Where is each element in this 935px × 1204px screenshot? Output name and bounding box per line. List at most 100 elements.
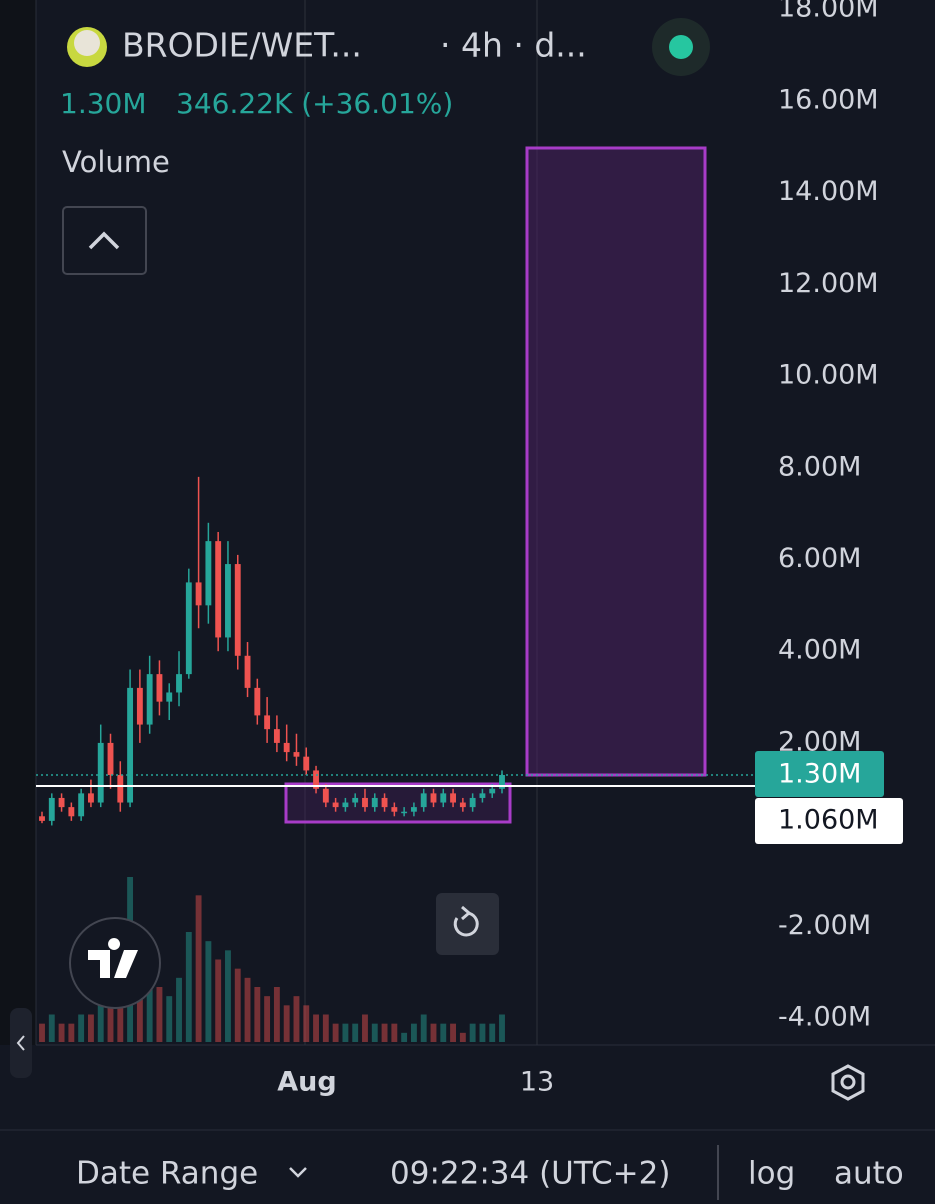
volume-bar	[156, 987, 163, 1042]
candle-body	[410, 807, 417, 812]
volume-bar	[352, 1023, 359, 1042]
interval[interactable]: · 4h · d...	[440, 26, 587, 65]
candle-body	[479, 793, 486, 798]
candle-body	[225, 564, 231, 638]
volume-bar	[371, 1023, 378, 1042]
side-toggle[interactable]	[10, 1008, 32, 1078]
candle-body	[332, 802, 339, 808]
volume-bar	[293, 996, 300, 1042]
volume-bar	[58, 1023, 65, 1042]
volume-bar	[264, 996, 271, 1042]
volume-bar	[48, 1014, 55, 1042]
volume-bar	[273, 987, 280, 1042]
chevron	[16, 1035, 25, 1051]
candle-body	[313, 770, 319, 789]
candle-body	[166, 692, 173, 702]
auto-toggle[interactable]: auto	[834, 1156, 904, 1192]
candle-body	[273, 729, 280, 743]
volume-bar	[283, 1005, 290, 1042]
volume-bar	[469, 1023, 476, 1042]
y-tick-label: 4.00M	[778, 635, 861, 666]
candle-body	[88, 793, 94, 803]
volume-bar	[39, 1023, 45, 1042]
volume-bar	[303, 1005, 310, 1042]
drawn-rectangle[interactable]	[284, 782, 512, 824]
volume-bar	[185, 932, 192, 1042]
candle-body	[469, 797, 476, 808]
volume-bar	[381, 1023, 388, 1042]
change-value: 346.22K (+36.01%)	[176, 87, 453, 120]
tv-logo[interactable]	[69, 917, 161, 1009]
volume-bar	[479, 1023, 486, 1042]
volume-bar	[313, 1014, 319, 1042]
candle-body	[322, 788, 329, 803]
x-tick-label: 13	[520, 1067, 554, 1098]
candle-body	[342, 802, 349, 808]
y-tick-label: 10.00M	[778, 360, 879, 391]
volume-bar	[225, 950, 231, 1042]
date-range[interactable]: Date Range	[76, 1156, 258, 1192]
volume-bar	[489, 1023, 496, 1042]
candle-body	[234, 564, 241, 656]
volume-bar	[401, 1032, 408, 1042]
volume-bar	[391, 1023, 398, 1042]
y-tick-label: 12.00M	[778, 268, 879, 299]
candle-body	[283, 742, 290, 753]
volume-bar	[68, 1023, 75, 1042]
volume-bar	[254, 987, 261, 1042]
volume-bar	[166, 996, 173, 1042]
volume-bar	[88, 1014, 94, 1042]
clock: 09:22:34 (UTC+2)	[390, 1156, 670, 1192]
candle-body	[391, 807, 398, 812]
candle-body	[362, 797, 368, 808]
candle-body	[97, 742, 104, 803]
volume-bar	[410, 1023, 417, 1042]
candle-body	[48, 797, 55, 821]
volume-bar	[215, 959, 222, 1042]
candle-body	[156, 674, 163, 702]
reset-icon-arrow	[461, 905, 472, 921]
volume-bar	[244, 977, 251, 1042]
candle-body	[371, 797, 378, 808]
volume-bar	[450, 1023, 456, 1042]
candle-body	[127, 687, 134, 803]
symbol-title[interactable]: BRODIE/WET...	[122, 26, 362, 65]
candle-body	[401, 811, 408, 814]
candle-body	[176, 674, 182, 693]
reset-icon	[453, 911, 479, 937]
candle-body	[136, 687, 143, 725]
candle-body	[146, 674, 153, 725]
collapse-button[interactable]	[62, 206, 147, 275]
drawn-rectangle[interactable]	[525, 146, 707, 777]
log-toggle[interactable]: log	[748, 1156, 795, 1192]
volume-bar	[205, 941, 212, 1042]
last-value: 1.30M	[60, 87, 147, 120]
candle-body	[264, 715, 271, 730]
candle-body	[430, 793, 437, 803]
volume-bar	[195, 895, 202, 1042]
indicator-name: Volume	[62, 145, 170, 179]
reset-button[interactable]	[436, 893, 499, 955]
left-strip	[0, 0, 36, 1045]
collapse-icon	[88, 231, 120, 250]
last-price-label: 1.30M	[778, 759, 861, 790]
candle-body	[499, 775, 505, 789]
volume-bar	[342, 1023, 349, 1042]
status-dot	[669, 35, 693, 59]
candle-body	[78, 793, 85, 817]
volume-bar	[176, 977, 182, 1042]
volume-bar	[234, 968, 241, 1042]
y-tick-label: 6.00M	[778, 543, 861, 574]
candle-body	[440, 793, 447, 803]
y-tick-label: 8.00M	[778, 451, 861, 482]
token-logo-face	[74, 30, 100, 56]
y-tick-label: 16.00M	[778, 84, 879, 115]
candle-body	[185, 582, 192, 675]
volume-bar	[78, 1014, 85, 1042]
candle-body	[195, 582, 202, 606]
volume-bar	[362, 1014, 368, 1042]
volume-bar	[332, 1023, 339, 1042]
settings-icon[interactable]	[831, 1064, 865, 1101]
